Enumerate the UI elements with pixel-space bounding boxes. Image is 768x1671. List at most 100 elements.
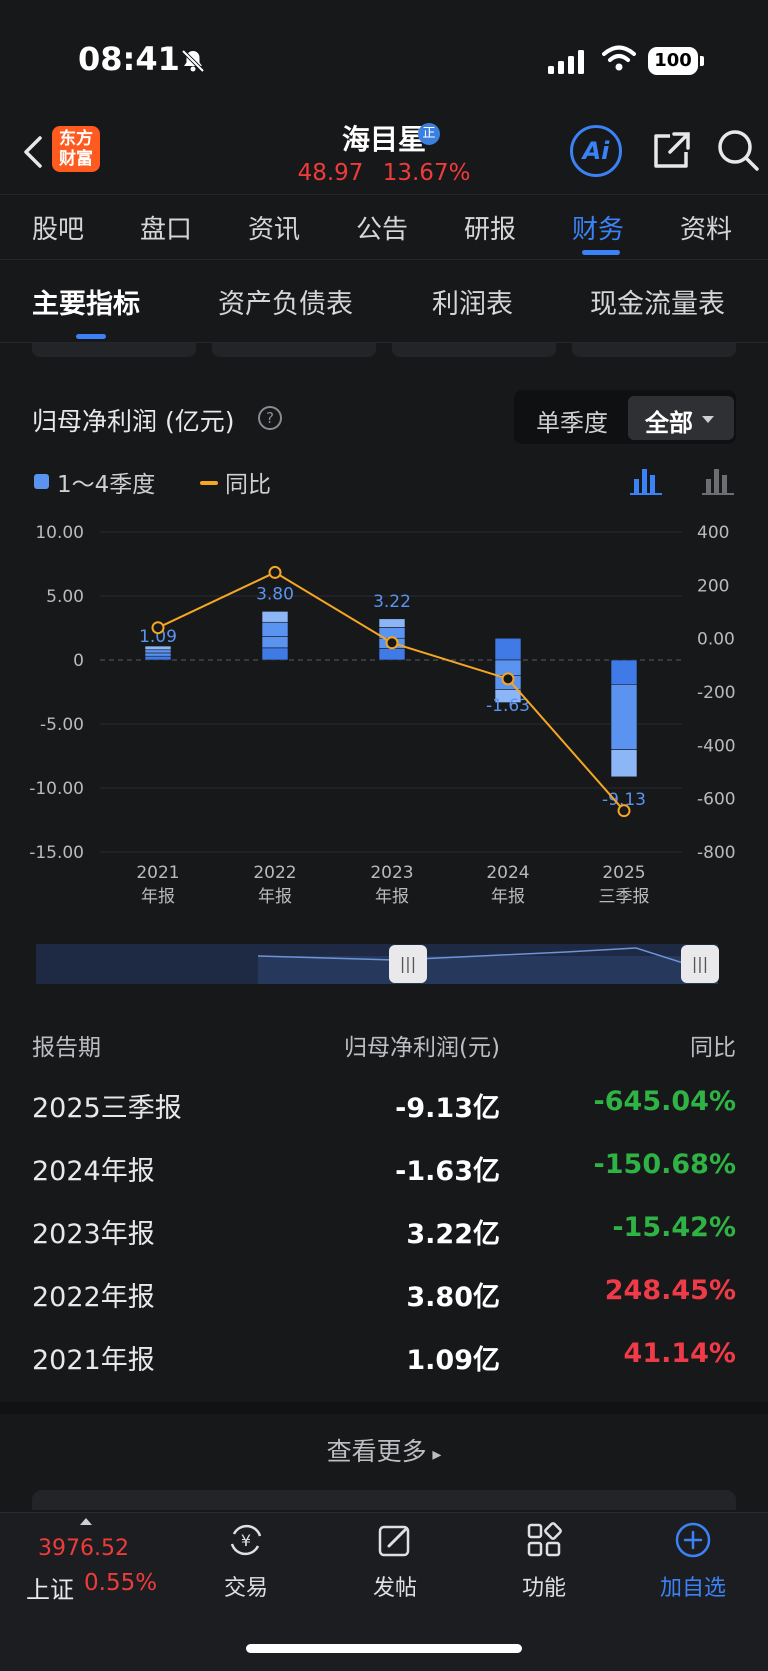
bar-segment (261, 611, 289, 623)
subtab-active-indicator (76, 334, 106, 339)
row-yoy: 248.45% (604, 1275, 736, 1306)
table-row[interactable]: 2023年报 3.22亿 -15.42% (0, 1212, 768, 1274)
bar-segment (610, 749, 638, 778)
yoy-point (501, 672, 515, 686)
logo-text-2: 财富 (59, 149, 93, 169)
index-up-arrow-icon (80, 1518, 92, 1525)
row-value: 3.80亿 (406, 1282, 500, 1313)
secondary-tabs: 主要指标 资产负债表 利润表 现金流量表 (0, 260, 768, 340)
nav-post[interactable]: 发帖 (335, 1520, 455, 1602)
x-tick-label-period: 年报 (375, 887, 409, 907)
card-stub (32, 343, 196, 357)
share-icon[interactable] (650, 130, 692, 172)
logo-text-1: 东方 (59, 129, 93, 149)
bar-value-label: -1.63 (486, 696, 530, 716)
index-change-pct[interactable]: 0.55% (84, 1570, 158, 1596)
tab-news[interactable]: 资讯 (248, 215, 301, 245)
tab-finance[interactable]: 财务 (572, 215, 625, 245)
bar-segment (261, 647, 289, 661)
toggle-single-quarter[interactable]: 单季度 (536, 409, 608, 437)
trade-icon: ¥ (230, 1524, 262, 1556)
bar-segment (261, 621, 289, 637)
legend-line-label: 同比 (225, 472, 271, 498)
help-icon[interactable]: ? (258, 406, 282, 430)
bar-segment (494, 689, 522, 703)
silent-bell-icon (181, 49, 205, 73)
tab-key-indicators[interactable]: 主要指标 (32, 289, 140, 320)
toggle-all-button[interactable] (628, 396, 734, 440)
bar-segment (610, 684, 638, 750)
view-more-label: 查看更多 (326, 1437, 427, 1466)
bar-chart-icon[interactable] (630, 467, 662, 495)
nav-add-watchlist[interactable]: 加自选 (633, 1520, 753, 1602)
y-left-tick-label: 10.00 (35, 523, 84, 543)
caret-right-icon: ▸ (426, 1444, 442, 1465)
tab-income-statement[interactable]: 利润表 (432, 289, 513, 320)
compose-icon (378, 1525, 410, 1557)
y-right-tick-label: -200 (697, 683, 736, 703)
x-tick-label-year: 2024 (486, 863, 529, 883)
bar-segment (144, 652, 172, 657)
bar-segment (144, 645, 172, 651)
y-left-tick-label: -15.00 (29, 843, 84, 863)
home-indicator (246, 1644, 522, 1653)
nav-post-label: 发帖 (372, 1576, 417, 1601)
nav-functions-label: 功能 (521, 1576, 566, 1601)
tab-profile[interactable]: 资料 (680, 215, 733, 245)
row-value: 1.09亿 (406, 1345, 500, 1376)
table-header-period: 报告期 (32, 1035, 101, 1061)
section-title: 归母净利润 (亿元) (32, 407, 235, 436)
tab-announcements[interactable]: 公告 (356, 215, 409, 245)
nav-trade[interactable]: ¥ 交易 (186, 1520, 306, 1602)
wifi-icon (602, 45, 636, 71)
stock-name: 海目星 (341, 123, 426, 156)
nav-trade-label: 交易 (223, 1576, 268, 1601)
bar-segment (610, 659, 638, 685)
stock-quote: 48.97 13.67% (0, 160, 768, 186)
bar-value-label: 3.22 (373, 592, 411, 612)
yoy-point (151, 621, 165, 635)
table-row[interactable]: 2022年报 3.80亿 248.45% (0, 1275, 768, 1337)
row-period: 2025三季报 (32, 1093, 182, 1124)
table-row[interactable]: 2021年报 1.09亿 41.14% (0, 1338, 768, 1400)
tab-pankou[interactable]: 盘口 (140, 215, 193, 245)
row-period: 2024年报 (32, 1156, 155, 1187)
stock-change-pct: 13.67% (382, 160, 471, 186)
battery-tip (700, 56, 704, 66)
tab-balance-sheet[interactable]: 资产负债表 (218, 289, 353, 320)
nav-functions[interactable]: 功能 (484, 1520, 604, 1602)
row-value: -9.13亿 (395, 1093, 500, 1124)
back-chevron-icon[interactable] (18, 132, 48, 172)
grid-apps-icon (527, 1522, 562, 1557)
tab-guba[interactable]: 股吧 (32, 215, 85, 245)
row-yoy: -150.68% (593, 1149, 736, 1180)
tab-research[interactable]: 研报 (464, 215, 517, 245)
bar-value-label: 3.80 (256, 584, 294, 604)
yoy-point (385, 636, 399, 650)
row-value: -1.63亿 (395, 1156, 500, 1187)
x-tick-label-period: 年报 (258, 887, 292, 907)
bar-segment (494, 637, 522, 661)
tab-cash-flow[interactable]: 现金流量表 (590, 289, 725, 320)
dropdown-caret-icon (702, 416, 714, 423)
table-row[interactable]: 2025三季报 -9.13亿 -645.04% (0, 1086, 768, 1148)
bar-segment (378, 618, 406, 628)
bar-chart-alt-icon[interactable] (702, 467, 734, 495)
range-handle-right[interactable]: ||| (681, 945, 719, 983)
app-logo[interactable]: 东方 财富 (52, 126, 100, 172)
y-left-tick-label: -5.00 (40, 715, 84, 735)
legend-bar-swatch (34, 474, 49, 489)
svg-text:¥: ¥ (241, 1531, 251, 1550)
ai-assistant-button[interactable]: Ai (570, 125, 622, 177)
view-more-link[interactable]: 查看更多 ▸ (0, 1432, 768, 1468)
index-name[interactable]: 上证 (26, 1576, 74, 1604)
legend-line-swatch (200, 481, 218, 485)
divider (0, 342, 768, 343)
index-value[interactable]: 3976.52 (38, 1536, 129, 1561)
range-handle-left[interactable]: ||| (389, 945, 427, 983)
row-period: 2023年报 (32, 1219, 155, 1250)
cellular-signal-icon (548, 50, 584, 74)
table-row[interactable]: 2024年报 -1.63亿 -150.68% (0, 1149, 768, 1211)
add-circle-icon (675, 1522, 711, 1558)
search-icon[interactable] (716, 128, 760, 172)
